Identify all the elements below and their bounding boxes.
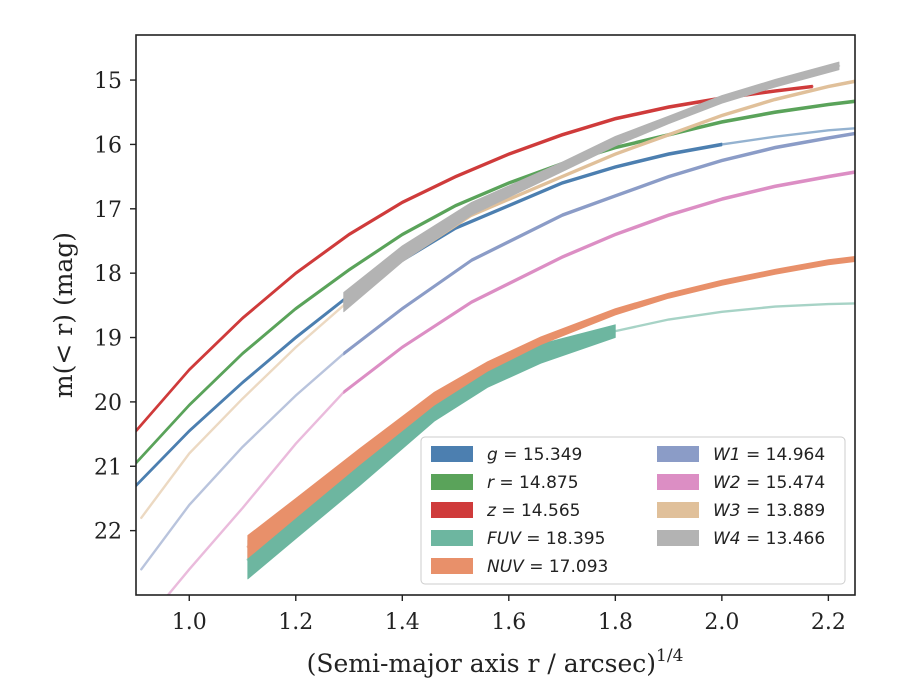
- legend-swatch-w1: [657, 446, 699, 462]
- series-w4-band: [343, 61, 840, 313]
- x-tick-label-1-4: 1.4: [385, 610, 420, 635]
- series-w1-band: [343, 131, 855, 356]
- y-tick-label-20: 20: [94, 391, 122, 416]
- x-axis-label-text: (Semi-major axis r / arcsec): [307, 649, 656, 678]
- legend-label-w1: W1 = 14.964: [713, 445, 825, 465]
- legend-item-w1: W1 = 14.964: [657, 445, 825, 465]
- series-nuv: [246, 255, 855, 559]
- series-w3: [140, 79, 855, 519]
- legend-item-z: z = 14.565: [431, 501, 580, 521]
- x-tick-label-1-0: 1.0: [172, 610, 207, 635]
- series-layer: [136, 61, 855, 595]
- ticks-layer: 1.0 1.2 1.4 1.6 1.8 2.0 2.2 15 16 17 18 19 20 21 22: [94, 69, 846, 635]
- legend-item-g: g = 15.349: [431, 445, 582, 465]
- y-tick-label-15: 15: [94, 69, 122, 94]
- x-tick-label-1-6: 1.6: [491, 610, 526, 635]
- series-w2: [166, 170, 855, 595]
- series-w1: [140, 131, 855, 571]
- series-w4: [342, 61, 841, 313]
- x-tick-label-1-8: 1.8: [598, 610, 633, 635]
- legend-item-w4: W4 = 13.466: [657, 529, 825, 549]
- x-axis-label: (Semi-major axis r / arcsec)1/4: [307, 646, 684, 678]
- series-r: [136, 99, 855, 465]
- legend-swatch-w4: [657, 530, 699, 546]
- legend-swatch-z: [431, 502, 473, 518]
- series-r-band: [136, 99, 855, 465]
- legend-swatch-r: [431, 474, 473, 490]
- series-w2-band: [343, 170, 855, 394]
- legend-label-g: g = 15.349: [487, 445, 582, 465]
- x-tick-label-2-0: 2.0: [704, 610, 739, 635]
- y-tick-label-19: 19: [94, 327, 122, 352]
- x-tick-label-1-2: 1.2: [278, 610, 313, 635]
- legend-label-nuv: NUV = 17.093: [487, 557, 608, 577]
- y-tick-label-16: 16: [94, 133, 122, 158]
- legend: g = 15.349 r = 14.875 z = 14.565 FUV = 18.3…: [420, 436, 846, 585]
- series-z-band: [136, 84, 813, 433]
- legend-label-w3: W3 = 13.889: [713, 501, 825, 521]
- legend-label-w2: W2 = 15.474: [713, 473, 825, 493]
- x-tick-label-2-2: 2.2: [811, 610, 846, 635]
- legend-label-fuv: FUV = 18.395: [487, 529, 605, 549]
- x-axis-label-superscript: 1/4: [656, 646, 683, 666]
- legend-swatch-nuv: [431, 558, 473, 574]
- legend-frame: [420, 436, 846, 585]
- legend-swatch-g: [431, 446, 473, 462]
- legend-swatch-w2: [657, 474, 699, 490]
- legend-item-w3: W3 = 13.889: [657, 501, 825, 521]
- y-tick-label-21: 21: [94, 455, 122, 480]
- legend-label-z: z = 14.565: [486, 501, 580, 521]
- y-tick-label-22: 22: [94, 520, 122, 545]
- series-w3-band: [343, 79, 855, 308]
- legend-swatch-w3: [657, 502, 699, 518]
- legend-item-w2: W2 = 15.474: [657, 473, 825, 493]
- legend-item-nuv: NUV = 17.093: [431, 557, 608, 577]
- legend-label-r: r = 14.875: [487, 473, 579, 493]
- legend-label-w4: W4 = 13.466: [713, 529, 825, 549]
- legend-item-fuv: FUV = 18.395: [431, 529, 605, 549]
- y-tick-label-17: 17: [94, 198, 122, 223]
- legend-swatch-fuv: [431, 530, 473, 546]
- y-axis-label: m(< r) (mag): [49, 232, 78, 398]
- series-nuv-band: [247, 255, 855, 559]
- legend-item-r: r = 14.875: [431, 473, 579, 493]
- plot-frame: [135, 34, 856, 596]
- y-tick-label-18: 18: [94, 262, 122, 287]
